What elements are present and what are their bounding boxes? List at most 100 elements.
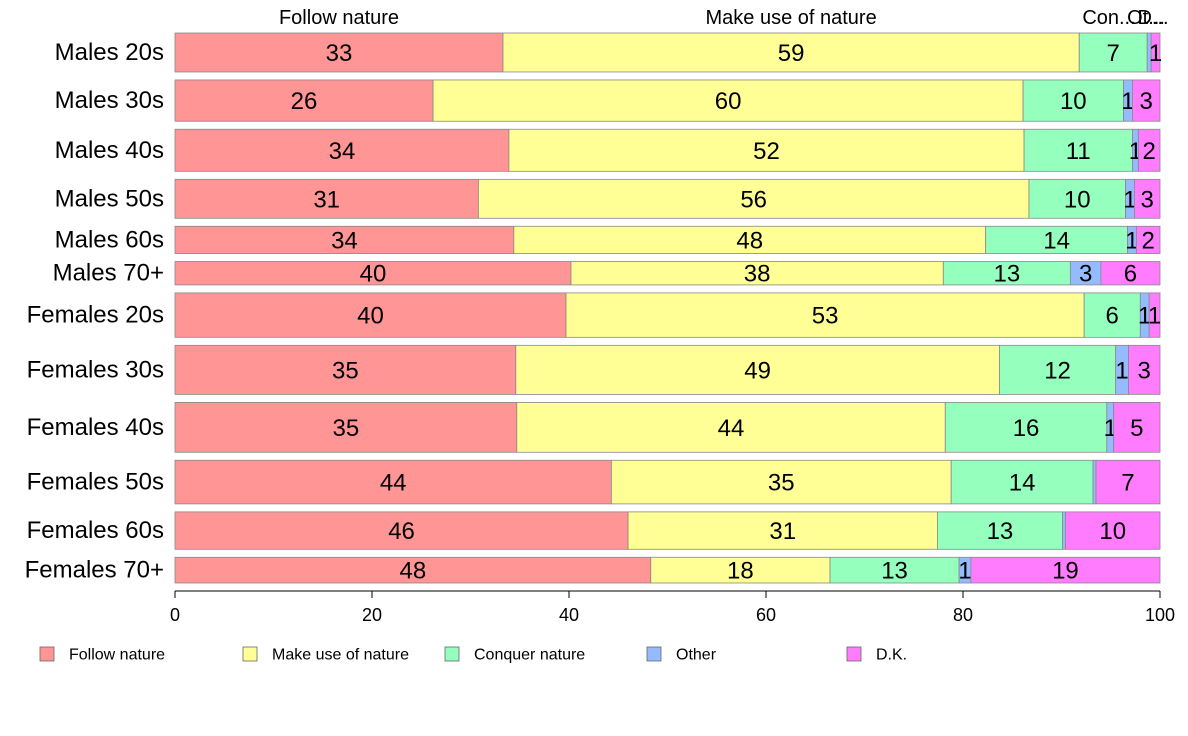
segment-value-label: 1 (1125, 227, 1138, 254)
segment-value-label: 26 (291, 88, 318, 115)
segment-value-label: 13 (881, 558, 908, 585)
segment-value-label: 2 (1142, 227, 1155, 254)
x-tick-label: 20 (362, 605, 382, 625)
segment-value-label: 3 (1141, 186, 1154, 213)
category-label: Males 30s (55, 87, 164, 114)
segment-value-label: 13 (993, 261, 1020, 288)
bar-segment (502, 32, 1080, 73)
segment-value-label: 3 (1140, 88, 1153, 115)
segment-value-label: 1 (1123, 186, 1136, 213)
category-label: Males 20s (55, 39, 164, 66)
bar-segment (1023, 128, 1133, 172)
bar-segment (829, 556, 960, 584)
segment-value-label: 14 (1043, 227, 1070, 254)
segment-value-label: 35 (768, 470, 795, 497)
segment-value-label: 60 (715, 88, 742, 115)
category-label: Females 30s (27, 356, 164, 383)
bar-segment (477, 178, 1030, 219)
column-header-label: D... (1137, 7, 1168, 29)
bar-segment (174, 32, 504, 73)
segment-value-label: 1 (958, 558, 971, 585)
bar-segment (174, 402, 518, 453)
segment-value-label: 1 (1138, 303, 1151, 330)
bar-segment (985, 225, 1128, 254)
segment-value-label: 40 (360, 261, 387, 288)
category-label: Males 60s (55, 226, 164, 253)
segment-value-label: 31 (769, 518, 796, 545)
category-label: Females 40s (27, 414, 164, 441)
segment-value-label: 5 (1130, 415, 1143, 442)
column-header-label: Follow nature (279, 7, 399, 29)
bar-segment (174, 344, 517, 395)
bar-segment (1022, 79, 1124, 122)
segment-value-label: 44 (718, 415, 745, 442)
segment-value-label: 11 (1066, 138, 1091, 165)
segment-value-label: 7 (1107, 40, 1120, 67)
bar-segment (1028, 178, 1126, 219)
segment-value-label: 10 (1099, 518, 1126, 545)
segment-value-label: 7 (1121, 470, 1134, 497)
bar-segment (432, 79, 1024, 122)
bar-segment (1100, 261, 1161, 286)
segment-value-label: 38 (744, 261, 771, 288)
bar-segment (950, 459, 1094, 505)
segment-value-label: 48 (736, 227, 763, 254)
bar-segment (1062, 511, 1066, 550)
segment-value-label: 2 (1142, 138, 1155, 165)
legend-swatch (846, 646, 862, 662)
segment-value-label: 48 (400, 558, 427, 585)
segment-value-label: 49 (744, 357, 771, 384)
legend-swatch (646, 646, 662, 662)
segment-value-label: 35 (333, 415, 360, 442)
category-label: Males 70+ (53, 260, 164, 287)
bar-segment (516, 402, 946, 453)
category-label: Females 60s (27, 517, 164, 544)
column-header-label: Ot... (1127, 7, 1165, 29)
segment-value-label: 40 (357, 303, 384, 330)
bar-segment (1148, 292, 1161, 338)
category-label: Males 40s (55, 137, 164, 164)
bar-segment (174, 292, 567, 338)
segment-value-label: 1 (1121, 88, 1134, 115)
bar-segment (936, 511, 1063, 550)
bar-segment (174, 225, 515, 254)
bar-segment (174, 128, 510, 172)
bar-segment (970, 556, 1161, 584)
category-label: Males 50s (55, 185, 164, 212)
legend-swatch (242, 646, 258, 662)
segment-value-label: 16 (1013, 415, 1040, 442)
x-tick-label: 0 (170, 605, 180, 625)
bar-segment (1137, 128, 1161, 172)
bar-segment (174, 556, 652, 584)
column-header-label: Con... (1082, 7, 1135, 29)
segment-value-label: 33 (326, 40, 353, 67)
bar-segment (513, 225, 987, 254)
legend-label: Other (676, 647, 717, 664)
bar-segment (650, 556, 831, 584)
segment-value-label: 56 (740, 186, 767, 213)
legend-label: Conquer nature (474, 647, 585, 664)
bar-segment (1092, 459, 1097, 505)
legend-label: D.K. (876, 647, 907, 664)
category-label: Females 50s (27, 469, 164, 496)
category-label: Females 70+ (25, 557, 164, 584)
bar-segment (1132, 79, 1161, 122)
segment-value-label: 19 (1052, 558, 1079, 585)
legend-swatch (39, 646, 55, 662)
bar-segment (515, 344, 1000, 395)
segment-value-label: 6 (1124, 261, 1137, 288)
bar-segment (174, 511, 629, 550)
segment-value-label: 10 (1064, 186, 1091, 213)
bar-segment (174, 178, 479, 219)
bar-segment (1135, 225, 1161, 254)
x-tick-label: 40 (559, 605, 579, 625)
segment-value-label: 35 (332, 357, 359, 384)
segment-value-label: 34 (329, 138, 356, 165)
segment-value-label: 46 (388, 518, 415, 545)
legend-label: Follow nature (69, 647, 165, 664)
bar-segment (610, 459, 952, 505)
segment-value-label: 3 (1079, 261, 1092, 288)
segment-value-label: 6 (1106, 303, 1119, 330)
bar-segment (174, 79, 434, 122)
x-tick-label: 100 (1145, 605, 1175, 625)
